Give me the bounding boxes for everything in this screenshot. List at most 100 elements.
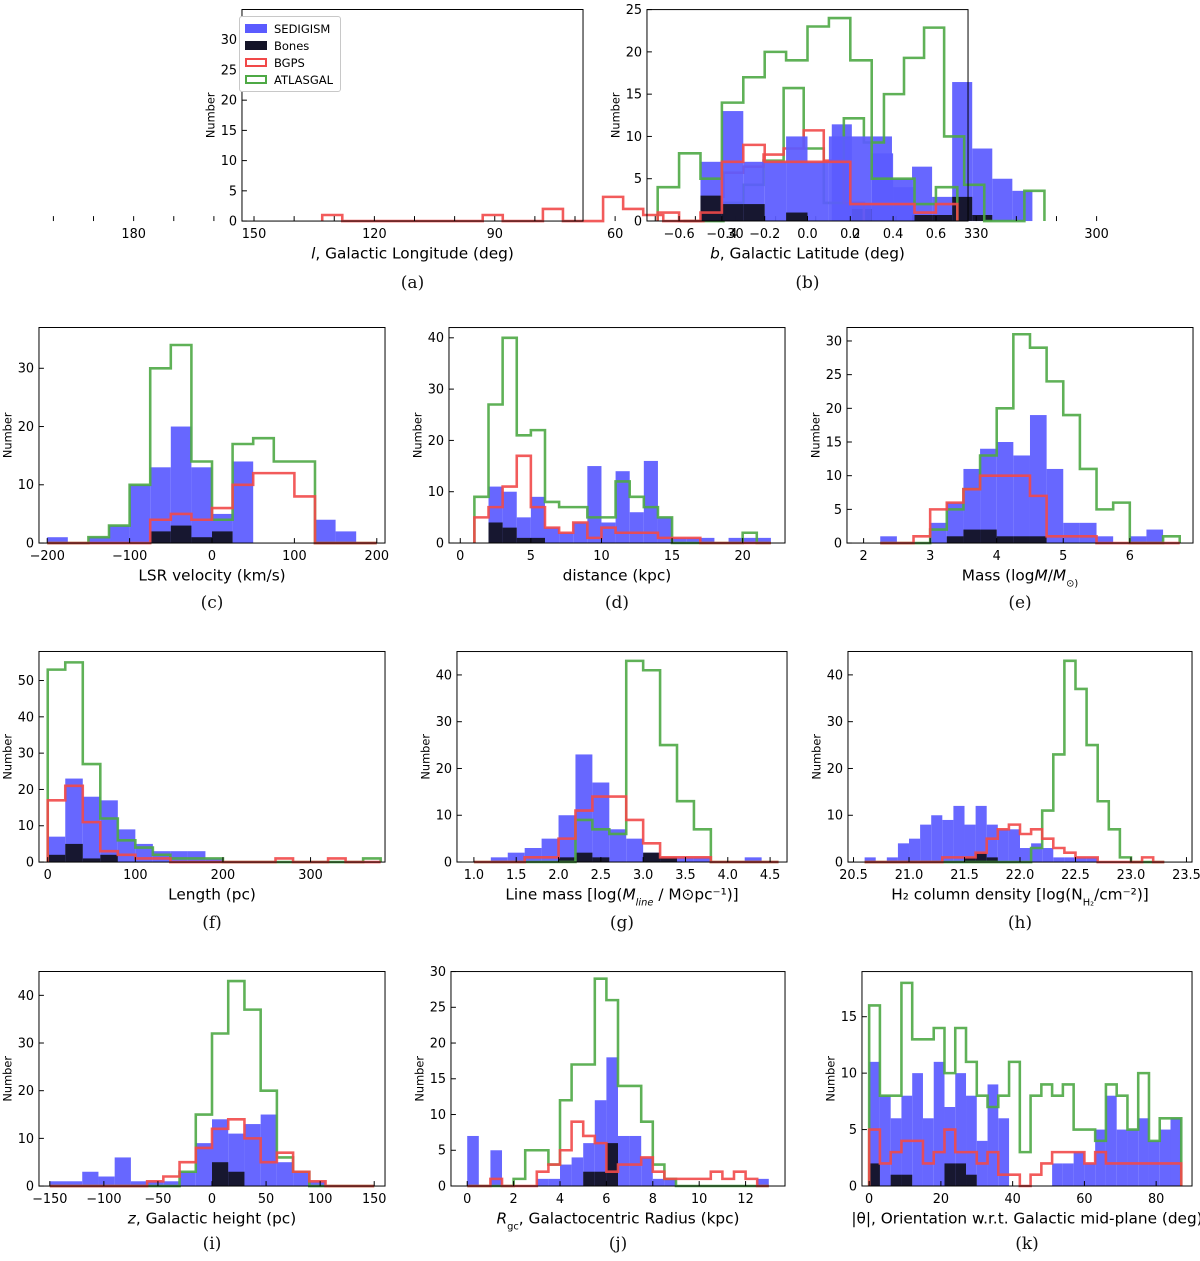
bar-bones-e-9	[1029, 536, 1047, 544]
bar-sedigism-b-9	[850, 136, 872, 221]
axes-frame-g	[456, 651, 788, 863]
bar-sedigism-k-1	[879, 1095, 891, 1186]
step-bgps-g	[473, 795, 779, 864]
ytick-label-f-2: 20	[18, 783, 34, 798]
xtick-label-e-0: 2	[860, 549, 868, 564]
bar-sedigism-e-3	[930, 522, 947, 544]
ytick-label-b-5: 25	[626, 3, 642, 18]
bar-sedigism-i-16	[309, 1181, 326, 1187]
bar-sedigism-i-1	[66, 1181, 83, 1187]
ytick-label-a-4: 20	[221, 94, 237, 109]
bar-sedigism-c-14	[335, 531, 357, 544]
legend-swatch-bones	[245, 41, 267, 50]
ytick-label-j-4: 20	[430, 1036, 446, 1051]
bar-sedigism-e-7	[996, 442, 1014, 544]
xtick-label-i-5: 100	[308, 1192, 333, 1207]
ytick-label-b-3: 15	[626, 88, 642, 103]
bar-sedigism-h-15	[1031, 843, 1043, 863]
caption-k: (k)	[1015, 1234, 1039, 1254]
ytick-label-j-0: 0	[438, 1179, 446, 1194]
bar-sedigism-j-25	[757, 1178, 769, 1187]
bar-sedigism-k-6	[933, 1061, 945, 1186]
ylabel-j: Number	[412, 1056, 426, 1102]
step-atlasgal-b	[656, 16, 959, 221]
bar-bones-e-8	[1013, 536, 1030, 544]
axes-frame-d	[448, 327, 786, 544]
bar-bones-c-8	[212, 531, 233, 544]
ytick-label-c-0: 0	[26, 536, 34, 551]
bar-sedigism-e-11	[1063, 522, 1080, 544]
xlabel-e: Mass (logM/M⊙)	[962, 567, 1078, 590]
bar-sedigism-h-20	[1086, 857, 1098, 863]
xtick-label-j-6: 12	[737, 1192, 753, 1207]
ytick-label-h-4: 40	[827, 668, 843, 683]
xtick-label-a-5: 150	[242, 227, 267, 242]
bar-sedigism-j-12	[606, 1057, 618, 1187]
xlabel-i: z, Galactic height (pc)	[127, 1210, 296, 1228]
xtick-label-b-6: 0.6	[926, 227, 946, 242]
legend-label-sedigism: SEDIGISM	[274, 21, 331, 36]
ytick-label-c-1: 10	[18, 478, 34, 493]
histogram-svg-d: 0 10 20 30 40 0 5 10 15 20 distance (kpc) Number	[410, 327, 786, 585]
bar-sedigism-d-12	[643, 460, 658, 544]
xtick-label-e-1: 3	[926, 549, 934, 564]
xtick-label-b-0: −0.6	[664, 227, 695, 242]
bar-sedigism-c-13	[314, 519, 336, 544]
legend: SEDIGISM Bones BGPS ATLASGAL	[239, 16, 342, 92]
bar-bones-d-3	[516, 537, 531, 544]
xtick-label-e-2: 4	[993, 549, 1001, 564]
bar-sedigism-c-0	[47, 537, 68, 544]
ytick-label-c-3: 30	[18, 362, 34, 377]
ytick-label-b-2: 10	[626, 130, 642, 145]
xtick-label-a-17: 30	[727, 227, 743, 242]
bar-sedigism-j-15	[641, 1157, 653, 1187]
bar-sedigism-k-20	[1084, 1163, 1096, 1186]
bar-sedigism-i-2	[82, 1171, 99, 1187]
caption-i: (i)	[202, 1234, 222, 1254]
bar-sedigism-g-1	[490, 857, 508, 863]
ytick-label-e-2: 10	[826, 469, 842, 484]
bar-sedigism-j-0	[467, 1135, 479, 1187]
xtick-label-f-2: 200	[211, 868, 236, 883]
ytick-label-e-0: 0	[834, 536, 842, 551]
bar-sedigism-k-23	[1116, 1129, 1128, 1186]
xtick-label-b-2: −0.2	[749, 227, 780, 242]
ylabel-i: Number	[0, 1056, 14, 1102]
xlabel-f: Length (pc)	[168, 886, 256, 904]
bar-sedigism-c-9	[232, 461, 254, 544]
bar-sedigism-a-4	[912, 166, 933, 222]
ytick-label-d-0: 0	[436, 536, 444, 551]
bar-sedigism-e-16	[1146, 529, 1164, 544]
ytick-label-f-3: 30	[18, 747, 34, 762]
ytick-label-j-6: 30	[430, 965, 446, 980]
bar-sedigism-k-27	[1159, 1129, 1171, 1186]
bar-bones-f-1	[65, 843, 83, 863]
xtick-label-c-3: 100	[282, 549, 307, 564]
ytick-label-i-3: 30	[18, 1036, 34, 1051]
bar-sedigism-i-15	[293, 1171, 310, 1187]
ytick-label-h-3: 30	[827, 715, 843, 730]
bar-sedigism-f-9	[205, 858, 223, 863]
bar-sedigism-k-12	[998, 1118, 1010, 1186]
xtick-label-i-3: 0	[208, 1192, 216, 1207]
bar-sedigism-b-7	[807, 161, 829, 221]
ytick-label-k-1: 5	[849, 1123, 857, 1138]
histogram-panel-h: 0 10 20 30 40 20.5 21.0 21.5 22.0 22.5 23.0 23.5 H₂ …	[809, 650, 1200, 911]
bar-sedigism-g-8	[609, 829, 627, 863]
histogram-panel-i: 0 10 20 30 40 −150 −100 −50 0 50 100 150 z, Galactic…	[0, 970, 387, 1235]
bar-bones-g-6	[575, 852, 593, 863]
bar-sedigism-i-6	[147, 1181, 164, 1187]
bar-bones-e-5	[963, 529, 981, 544]
ytick-label-e-3: 15	[826, 435, 842, 450]
axes-frame-j	[450, 971, 786, 1187]
bar-bones-e-7	[996, 536, 1014, 544]
xtick-label-c-0: −200	[30, 549, 65, 564]
xtick-label-c-1: −100	[112, 549, 147, 564]
xtick-label-a-14: 60	[607, 227, 623, 242]
ylabel-d: Number	[410, 412, 424, 458]
step-atlasgal-c	[47, 343, 377, 545]
bar-sedigism-k-24	[1127, 1129, 1139, 1186]
bar-sedigism-k-21	[1095, 1129, 1106, 1186]
xtick-label-i-0: −150	[32, 1192, 67, 1207]
xtick-label-g-0: 1.0	[464, 868, 484, 883]
